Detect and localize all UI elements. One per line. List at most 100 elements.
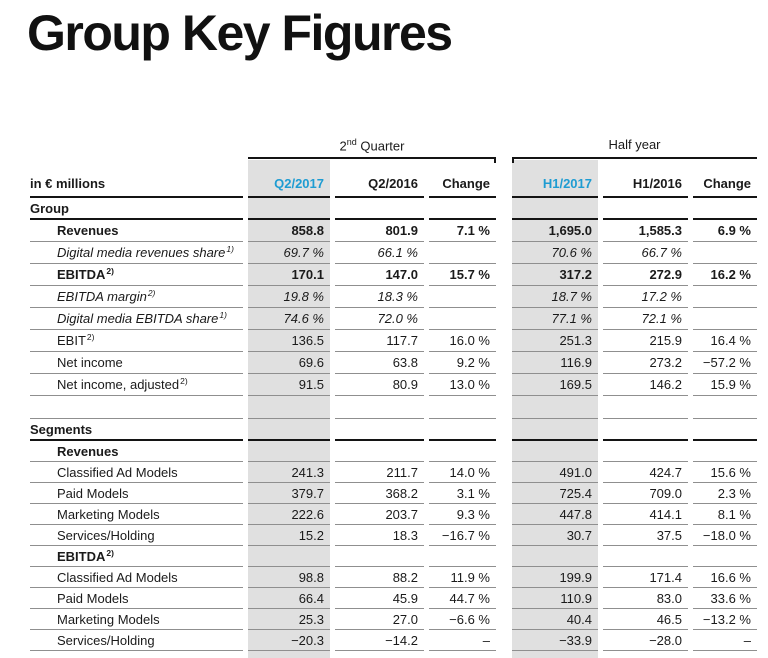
cell-value: 33.6 %: [693, 588, 757, 609]
cell-value: 222.6: [248, 504, 330, 525]
cell-value: 14.0 %: [429, 462, 496, 483]
cell-value: [429, 308, 496, 330]
cell-value: 69.6: [248, 352, 330, 374]
cell-value: 203.7: [335, 504, 424, 525]
column-header-h1-2017: H1/2017: [512, 160, 598, 198]
table-row-digital-media-ebitda-share: Digital media EBITDA share 1) 74.6 % 72.0 %…: [30, 308, 757, 330]
cell-value: [335, 419, 424, 441]
table-row-net-income: Net income 69.6 63.8 9.2 % 116.9 273.2 −57.2 %: [30, 352, 757, 374]
cell-value: 15.6 %: [693, 462, 757, 483]
row-label: Digital media revenues share 1): [30, 242, 243, 264]
unit-label: in € millions: [30, 160, 243, 198]
column-header-q2-2017: Q2/2017: [248, 160, 330, 198]
cell-value: 1,585.3: [603, 220, 688, 242]
column-group-second-quarter-word: Quarter: [356, 138, 405, 154]
ordinal-suffix: nd: [346, 137, 357, 147]
cell-value: 72.0 %: [335, 308, 424, 330]
column-group-second-quarter-number: 2: [339, 138, 347, 154]
cell-value: [335, 546, 424, 567]
row-label-text: Marketing Models: [57, 506, 160, 522]
cell-value: –: [429, 630, 496, 651]
cell-value: [429, 546, 496, 567]
cell-value: [693, 286, 757, 308]
cell-value: 66.7 %: [603, 242, 688, 264]
row-label-text: EBITDA margin: [57, 289, 147, 304]
cell-value: 147.0: [335, 264, 424, 286]
table-row-classified-ad-models: Classified Ad Models 98.8 88.2 11.9 % 199.9 1…: [30, 567, 757, 588]
cell-value: −14.2: [335, 630, 424, 651]
cell-value: 40.4: [512, 609, 598, 630]
row-label-text: Paid Models: [57, 590, 129, 606]
cell-value: 424.7: [603, 462, 688, 483]
table-row-revenues: Revenues: [30, 441, 757, 462]
cell-value: 171.4: [603, 567, 688, 588]
cell-value: [429, 396, 496, 419]
row-label: Digital media EBITDA share 1): [30, 308, 243, 330]
cell-value: 273.2: [603, 352, 688, 374]
footnote-marker: 1): [219, 310, 227, 320]
cell-value: 69.7 %: [248, 242, 330, 264]
row-label-text: Digital media EBITDA share: [57, 311, 219, 326]
cell-value: [429, 198, 496, 220]
cell-value: [693, 242, 757, 264]
cell-value: 17.2 %: [603, 286, 688, 308]
row-label: Net income: [30, 352, 243, 374]
row-label: EBITDA 2): [30, 264, 243, 286]
table-row-paid-models: Paid Models 379.7 368.2 3.1 % 725.4 709.0 2.3 …: [30, 483, 757, 504]
row-label: Services/Holding: [30, 630, 243, 651]
column-header-change: Change: [693, 160, 757, 198]
table-row-segments: Segments: [30, 419, 757, 441]
cell-value: 13.0 %: [429, 374, 496, 396]
cell-value: 77.1 %: [512, 308, 598, 330]
cell-value: 251.3: [512, 330, 598, 352]
row-label-text: Paid Models: [57, 485, 129, 501]
footnote-marker: 2): [180, 376, 188, 386]
cell-value: [693, 396, 757, 419]
row-label-text: Classified Ad Models: [57, 464, 178, 480]
cell-value: 272.9: [603, 264, 688, 286]
cell-value: [248, 396, 330, 419]
cell-value: [429, 242, 496, 264]
table-row-group: Group: [30, 198, 757, 220]
cell-value: −20.3: [248, 630, 330, 651]
table-row-revenues: Revenues 858.8 801.9 7.1 % 1,695.0 1,585.3 6.9…: [30, 220, 757, 242]
table-row-services-holding: Services/Holding −20.3 −14.2– −33.9 −28.0–: [30, 630, 757, 651]
cell-value: [693, 441, 757, 462]
cell-value: [512, 546, 598, 567]
table-row-ebitda: EBITDA 2) 170.1 147.0 15.7 % 317.2 272.9 16.2 %: [30, 264, 757, 286]
cell-value: 72.1 %: [603, 308, 688, 330]
second-quarter-bracket-rule: [248, 157, 496, 163]
footnote-marker: 2): [147, 288, 156, 298]
cell-value: [693, 308, 757, 330]
column-header-q2-2016: Q2/2016: [335, 160, 424, 198]
page-title: Group Key Figures: [27, 5, 453, 61]
cell-value: [693, 419, 757, 441]
cell-value: 447.8: [512, 504, 598, 525]
cell-value: 11.9 %: [429, 567, 496, 588]
cell-value: [512, 419, 598, 441]
cell-value: 74.6 %: [248, 308, 330, 330]
table-grid: in € millions Q2/2017 Q2/2016 Change H1/2017…: [30, 160, 757, 651]
cell-value: 19.8 %: [248, 286, 330, 308]
cell-value: −57.2 %: [693, 352, 757, 374]
table-row-marketing-models: Marketing Models 25.3 27.0 −6.6 % 40.4 46.5 −1…: [30, 609, 757, 630]
cell-value: 25.3: [248, 609, 330, 630]
cell-value: 83.0: [603, 588, 688, 609]
cell-value: [512, 396, 598, 419]
row-label-text: Revenues: [57, 223, 119, 238]
cell-value: −33.9: [512, 630, 598, 651]
highlight-column-h1-2017: [512, 160, 598, 658]
cell-value: 241.3: [248, 462, 330, 483]
cell-value: 110.9: [512, 588, 598, 609]
row-label: EBITDA margin 2): [30, 286, 243, 308]
cell-value: [335, 198, 424, 220]
cell-value: −16.7 %: [429, 525, 496, 546]
cell-value: 15.2: [248, 525, 330, 546]
cell-value: 88.2: [335, 567, 424, 588]
table-row-marketing-models: Marketing Models 222.6 203.7 9.3 % 447.8 414.…: [30, 504, 757, 525]
cell-value: [603, 546, 688, 567]
cell-value: 317.2: [512, 264, 598, 286]
cell-value: 709.0: [603, 483, 688, 504]
cell-value: 414.1: [603, 504, 688, 525]
